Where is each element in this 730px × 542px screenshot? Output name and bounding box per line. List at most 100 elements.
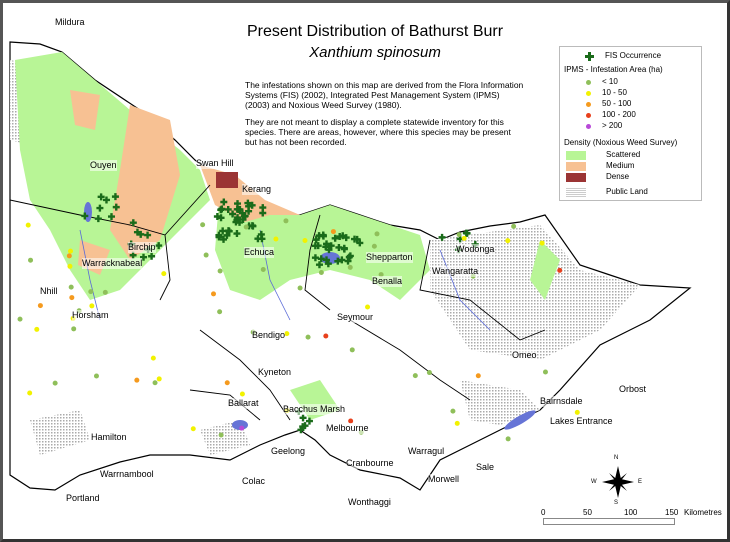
town-label: Echuca bbox=[244, 247, 275, 258]
ipms-infestation-mark bbox=[511, 223, 517, 229]
fis-occurrence-mark bbox=[234, 200, 242, 208]
fis-occurrence-mark bbox=[319, 231, 327, 239]
town-label: Benalla bbox=[372, 276, 403, 287]
fis-occurrence-mark bbox=[314, 242, 322, 250]
ipms-infestation-mark bbox=[150, 355, 156, 361]
legend-density-item: Dense bbox=[560, 172, 629, 182]
legend-label: Public Land bbox=[606, 187, 648, 196]
ipms-infestation-mark bbox=[302, 237, 308, 243]
scale-tick: 150 bbox=[665, 508, 679, 517]
ipms-infestation-mark bbox=[217, 309, 223, 315]
ipms-infestation-mark bbox=[318, 270, 324, 276]
ipms-infestation-mark bbox=[25, 222, 31, 228]
fis-occurrence-mark bbox=[140, 253, 148, 261]
ipms-infestation-mark bbox=[239, 425, 245, 431]
legend-label: Medium bbox=[606, 161, 635, 170]
fis-occurrence-mark bbox=[315, 261, 323, 269]
fis-occurrence-mark bbox=[356, 239, 364, 247]
scale-tick: 50 bbox=[583, 508, 592, 517]
ipms-infestation-mark bbox=[557, 267, 563, 273]
fis-occurrence-mark bbox=[215, 233, 223, 241]
fis-occurrence-mark bbox=[133, 228, 141, 236]
legend-label: Dense bbox=[606, 172, 630, 181]
fis-occurrence-mark bbox=[315, 232, 323, 240]
fis-occurrence-mark bbox=[229, 210, 237, 218]
ipms-infestations bbox=[17, 218, 580, 442]
legend-ipms-title: IPMS - Infestation Area (ha) bbox=[564, 65, 663, 74]
ipms-infestation-mark bbox=[426, 370, 432, 376]
legend-label: 50 - 100 bbox=[602, 99, 632, 108]
ipms-infestation-mark bbox=[374, 231, 380, 237]
compass-n: N bbox=[614, 455, 619, 461]
dot-icon bbox=[586, 90, 591, 96]
town-label: Colac bbox=[242, 476, 266, 487]
legend-ipms-item: 100 - 200 bbox=[560, 110, 636, 120]
town-label: Sale bbox=[476, 462, 495, 473]
ipms-infestation-mark bbox=[412, 373, 418, 379]
ipms-infestation-mark bbox=[323, 333, 329, 339]
town-label: Portland bbox=[66, 493, 100, 504]
town-label: Warracknabeal bbox=[82, 258, 143, 269]
fis-occurrence-mark bbox=[225, 227, 233, 235]
ipms-infestation-mark bbox=[217, 268, 223, 274]
fis-occurrence-mark bbox=[245, 207, 253, 215]
ipms-infestation-mark bbox=[17, 316, 23, 322]
fis-occurrence-mark bbox=[248, 201, 256, 209]
fis-occurrence-mark bbox=[97, 193, 105, 201]
ipms-infestation-mark bbox=[273, 236, 279, 242]
town-label: Wodonga bbox=[456, 244, 495, 255]
fis-occurrence-mark bbox=[311, 254, 319, 262]
ipms-infestation-mark bbox=[243, 224, 249, 230]
density-swatch bbox=[566, 161, 586, 171]
dot-icon bbox=[586, 79, 591, 85]
fis-occurrence-mark bbox=[301, 422, 309, 430]
fis-occurrence-mark bbox=[217, 214, 225, 222]
ipms-infestation-mark bbox=[348, 418, 354, 424]
fis-occurrence-mark bbox=[297, 426, 305, 434]
fis-occurrence-mark bbox=[213, 212, 221, 220]
town-label: Melbourne bbox=[326, 423, 369, 434]
town-label: Shepparton bbox=[366, 252, 413, 263]
fis-occurrences bbox=[81, 193, 479, 434]
fis-occurrence-mark bbox=[327, 242, 335, 250]
ipms-infestation-mark bbox=[161, 271, 167, 277]
ipms-infestation-mark bbox=[93, 373, 99, 379]
legend-density-title: Density (Noxious Weed Survey) bbox=[564, 138, 678, 147]
town-label: Birchip bbox=[128, 242, 156, 253]
fis-occurrence-mark bbox=[344, 257, 352, 265]
map-notes: The infestations shown on this map are d… bbox=[245, 80, 525, 154]
fis-occurrence-mark bbox=[238, 209, 246, 217]
fis-occurrence-mark bbox=[338, 256, 346, 264]
town-label: Bairnsdale bbox=[540, 396, 583, 407]
map-subtitle: Xanthium spinosum bbox=[309, 44, 441, 61]
dot-icon bbox=[586, 112, 591, 118]
ipms-infestation-mark bbox=[330, 229, 336, 235]
legend-density-item: Medium bbox=[560, 161, 634, 171]
public-land-swatch bbox=[566, 187, 586, 197]
fis-occurrence-mark bbox=[220, 235, 228, 243]
ipms-infestation-mark bbox=[456, 232, 462, 238]
ipms-infestation-mark bbox=[349, 347, 355, 353]
ipms-infestation-mark bbox=[284, 331, 290, 337]
fis-occurrence-mark bbox=[346, 252, 354, 260]
ipms-infestation-mark bbox=[574, 409, 580, 415]
town-label: Hamilton bbox=[91, 432, 127, 443]
legend-label: 10 - 50 bbox=[602, 88, 627, 97]
legend-label: Scattered bbox=[606, 150, 641, 159]
fis-occurrence-mark bbox=[107, 213, 115, 221]
fis-occurrence-mark bbox=[111, 193, 119, 201]
fis-occurrence-mark bbox=[259, 209, 267, 217]
town-label: Morwell bbox=[428, 474, 460, 485]
compass-s: S bbox=[614, 500, 619, 506]
scale-unit: Kilometres bbox=[684, 508, 722, 517]
fis-occurrence-mark bbox=[351, 235, 359, 243]
town-label: Warragul bbox=[408, 446, 445, 457]
legend: FIS Occurrence IPMS - Infestation Area (… bbox=[559, 46, 702, 201]
fis-occurrence-mark bbox=[322, 256, 330, 264]
ipms-infestation-mark bbox=[542, 369, 548, 375]
fis-occurrence-mark bbox=[96, 204, 104, 212]
fis-occurrence-mark bbox=[129, 251, 137, 259]
fis-occurrence-mark bbox=[218, 205, 226, 213]
fis-occurrence-mark bbox=[324, 260, 332, 268]
